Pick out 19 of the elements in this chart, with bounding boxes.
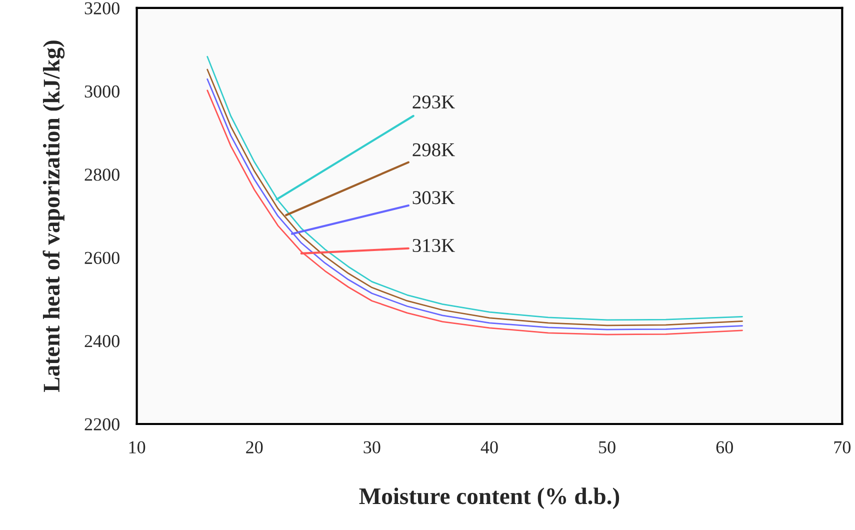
x-tick-label: 60 <box>716 441 733 454</box>
x-tick-label: 70 <box>834 441 851 454</box>
y-tick-label: 2600 <box>84 252 120 264</box>
y-tick-label: 3200 <box>84 2 120 14</box>
x-tick-label: 40 <box>480 441 498 454</box>
annotation: 298K <box>412 143 455 156</box>
annotation: 303K <box>412 191 455 204</box>
x-tick-label: 20 <box>246 441 263 454</box>
y-tick-label: 2200 <box>84 418 120 430</box>
x-tick-label: 10 <box>129 441 146 454</box>
y-tick-label: 3000 <box>84 85 120 98</box>
y-tick-label: 2800 <box>84 168 120 181</box>
annotation: 293K <box>412 95 455 109</box>
x-tick-label: 30 <box>364 441 380 454</box>
annotation: 313K <box>412 238 455 252</box>
y-tick-label: 2400 <box>84 335 120 348</box>
x-axis-title: Moisture content (% d.b.) <box>359 488 620 510</box>
x-tick-label: 50 <box>599 441 616 454</box>
y-axis-title: Latent heat of vaporization (kJ/kg) <box>42 40 65 392</box>
